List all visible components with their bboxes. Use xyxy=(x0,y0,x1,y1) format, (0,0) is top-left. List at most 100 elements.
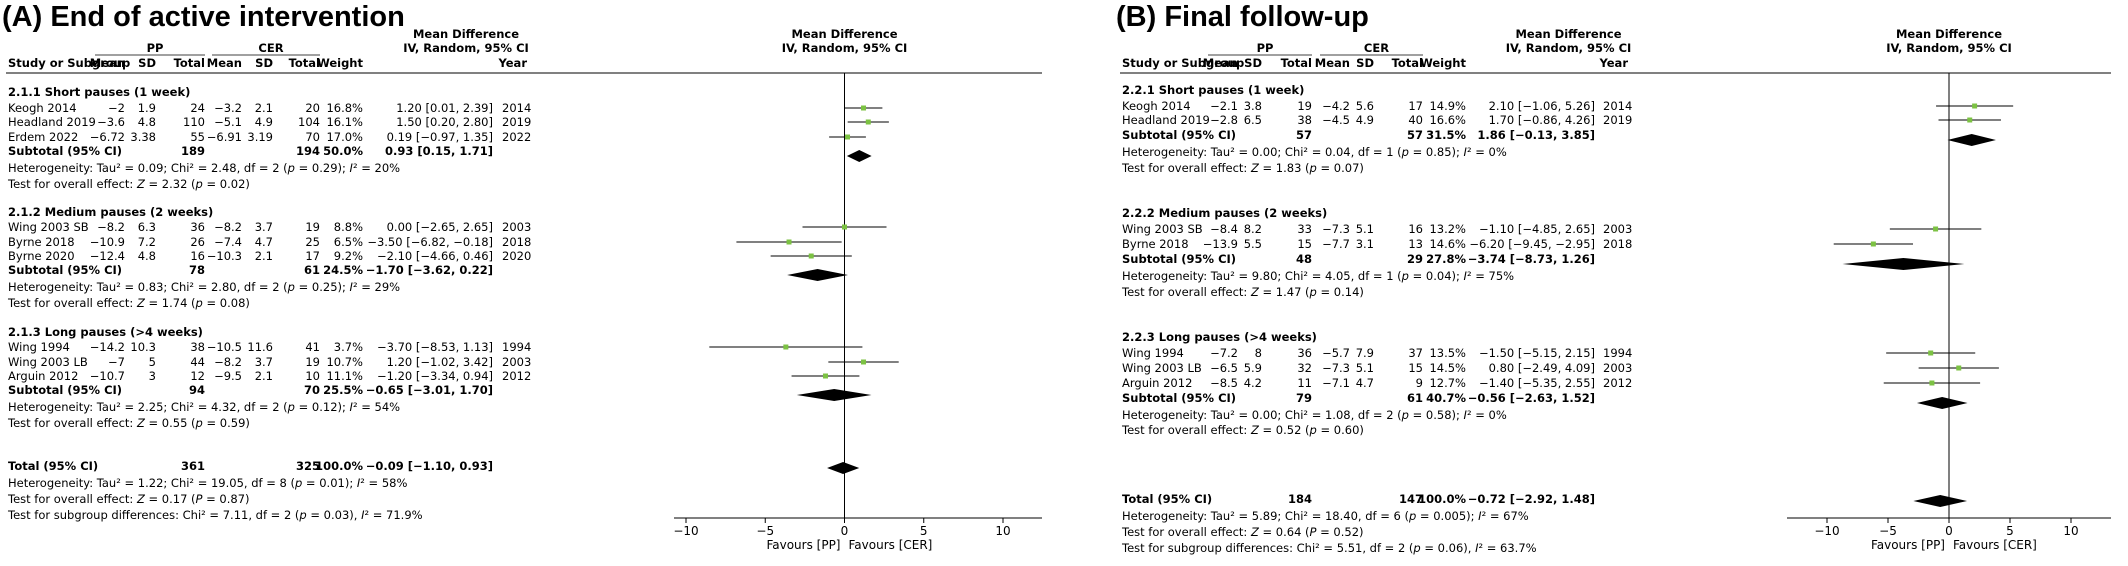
pp-total: 24 xyxy=(190,101,205,115)
cer-total: 16 xyxy=(1408,222,1423,236)
total-weight: 100.0% xyxy=(315,459,363,473)
subtotal-weight: 31.5% xyxy=(1426,128,1466,142)
heterogeneity-text: Heterogeneity: Tau² = 0.09; Chi² = 2.48,… xyxy=(8,161,400,175)
cer-mean: −10.3 xyxy=(207,249,242,263)
pp-total: 110 xyxy=(183,115,205,129)
pp-mean: −14.2 xyxy=(90,340,125,354)
study-marker xyxy=(1972,103,1978,109)
x-tick-label: 5 xyxy=(920,524,928,538)
total-ci: −0.72 [−2.92, 1.48] xyxy=(1468,492,1595,506)
study-weight: 13.5% xyxy=(1429,346,1466,360)
subtotal-pp-total: 94 xyxy=(189,383,205,397)
cer-sd: 2.1 xyxy=(255,369,273,383)
study-year: 2012 xyxy=(502,369,531,383)
footer-text: Heterogeneity: Tau² = 1.22; Chi² = 19.05… xyxy=(8,476,407,490)
pp-mean: −10.9 xyxy=(90,235,125,249)
pp-sd: 8 xyxy=(1255,346,1262,360)
study-weight: 14.9% xyxy=(1429,99,1466,113)
study-name: Arguin 2012 xyxy=(8,369,78,383)
subtotal-weight: 50.0% xyxy=(323,144,363,158)
study-weight: 14.6% xyxy=(1429,237,1466,251)
study-name: Keogh 2014 xyxy=(8,101,77,115)
cer-sd: 4.7 xyxy=(255,235,273,249)
study-name: Byrne 2018 xyxy=(8,235,75,249)
subtotal-label: Subtotal (95% CI) xyxy=(1122,252,1236,266)
subtotal-pp-total: 189 xyxy=(181,144,205,158)
cer-total: 70 xyxy=(305,130,320,144)
study-weight: 11.1% xyxy=(326,369,363,383)
cer-sd: 11.6 xyxy=(247,340,273,354)
pp-total: 16 xyxy=(190,249,205,263)
study-name: Wing 1994 xyxy=(8,340,70,354)
subgroup-title: 2.1.3 Long pauses (>4 weeks) xyxy=(8,325,203,339)
subtotal-ci: 1.86 [−0.13, 3.85] xyxy=(1477,128,1595,142)
study-weight: 8.8% xyxy=(334,220,363,234)
study-name: Wing 2003 LB xyxy=(8,355,88,369)
header-md-method: IV, Random, 95% CI xyxy=(403,41,529,55)
pp-sd: 6.5 xyxy=(1244,113,1262,127)
subtotal-weight: 40.7% xyxy=(1426,391,1466,405)
study-weight: 16.6% xyxy=(1429,113,1466,127)
cer-mean: −4.2 xyxy=(1322,99,1350,113)
pp-mean: −12.4 xyxy=(90,249,125,263)
pp-total: 19 xyxy=(1297,99,1312,113)
study-weight: 9.2% xyxy=(334,249,363,263)
study-ci: −6.20 [−9.45, −2.95] xyxy=(1469,237,1595,251)
cer-total: 9 xyxy=(1416,376,1423,390)
subtotal-cer-total: 29 xyxy=(1407,252,1423,266)
subgroup-title: 2.1.1 Short pauses (1 week) xyxy=(8,85,190,99)
cer-sd: 3.7 xyxy=(255,355,273,369)
header-total: Total xyxy=(1281,56,1312,70)
pp-sd: 6.3 xyxy=(138,220,156,234)
study-row: Erdem 2022 −6.72 3.38 55 −6.91 3.19 70 17.0% 0.1… xyxy=(8,130,866,144)
x-tick-label: 5 xyxy=(2006,524,2014,538)
study-name: Erdem 2022 xyxy=(8,130,78,144)
study-year: 2019 xyxy=(1603,113,1632,127)
study-year: 2022 xyxy=(502,130,531,144)
subtotal-label: Subtotal (95% CI) xyxy=(1122,391,1236,405)
study-year: 2019 xyxy=(502,115,531,129)
header-mean: Mean xyxy=(1315,56,1350,70)
cer-sd: 5.1 xyxy=(1356,361,1374,375)
header-mean: Mean xyxy=(1203,56,1238,70)
study-marker xyxy=(861,105,867,111)
study-name: Arguin 2012 xyxy=(1122,376,1192,390)
cer-mean: −8.2 xyxy=(214,220,242,234)
footer-text: Heterogeneity: Tau² = 5.89; Chi² = 18.40… xyxy=(1122,509,1529,523)
study-marker xyxy=(842,224,847,230)
cer-total: 40 xyxy=(1408,113,1423,127)
header-year: Year xyxy=(1598,56,1628,70)
overall-effect-text: Test for overall effect: Z = 2.32 (p = 0… xyxy=(7,177,250,191)
study-weight: 10.7% xyxy=(326,355,363,369)
study-row: Wing 2003 SB −8.2 6.3 36 −8.2 3.7 19 8.8% 0.00 [… xyxy=(8,220,887,234)
heterogeneity-text: Heterogeneity: Tau² = 0.00; Chi² = 0.04,… xyxy=(1122,145,1507,159)
study-row: Byrne 2018 −10.9 7.2 26 −7.4 4.7 25 6.5% −3.50 [… xyxy=(8,235,842,249)
pp-total: 44 xyxy=(190,355,205,369)
cer-total: 19 xyxy=(305,220,320,234)
favours-left-label: Favours [PP] xyxy=(766,538,840,552)
header-study: Study or Subgroup xyxy=(8,56,130,70)
cer-mean: −7.3 xyxy=(1322,222,1350,236)
pp-mean: −10.7 xyxy=(90,369,125,383)
study-name: Headland 2019 xyxy=(1122,113,1210,127)
study-name: Keogh 2014 xyxy=(1122,99,1191,113)
cer-sd: 7.9 xyxy=(1356,346,1374,360)
total-pp: 361 xyxy=(181,459,205,473)
cer-mean: −5.1 xyxy=(214,115,242,129)
cer-sd: 5.1 xyxy=(1356,222,1374,236)
study-ci: 0.19 [−0.97, 1.35] xyxy=(387,130,493,144)
subgroup-title: 2.2.1 Short pauses (1 week) xyxy=(1122,83,1304,97)
study-name: Wing 2003 SB xyxy=(8,220,89,234)
cer-mean: −7.4 xyxy=(214,235,242,249)
study-year: 2018 xyxy=(1603,237,1632,251)
subtotal-ci: −1.70 [−3.62, 0.22] xyxy=(366,263,493,277)
study-weight: 16.8% xyxy=(326,101,363,115)
panel-title: (A) End of active intervention xyxy=(2,1,405,33)
subtotal-label: Subtotal (95% CI) xyxy=(1122,128,1236,142)
study-marker xyxy=(1870,241,1876,247)
study-year: 2012 xyxy=(1603,376,1632,390)
subtotal-label: Subtotal (95% CI) xyxy=(8,383,122,397)
heterogeneity-text: Heterogeneity: Tau² = 0.00; Chi² = 1.08,… xyxy=(1122,408,1507,422)
study-year: 2014 xyxy=(502,101,531,115)
